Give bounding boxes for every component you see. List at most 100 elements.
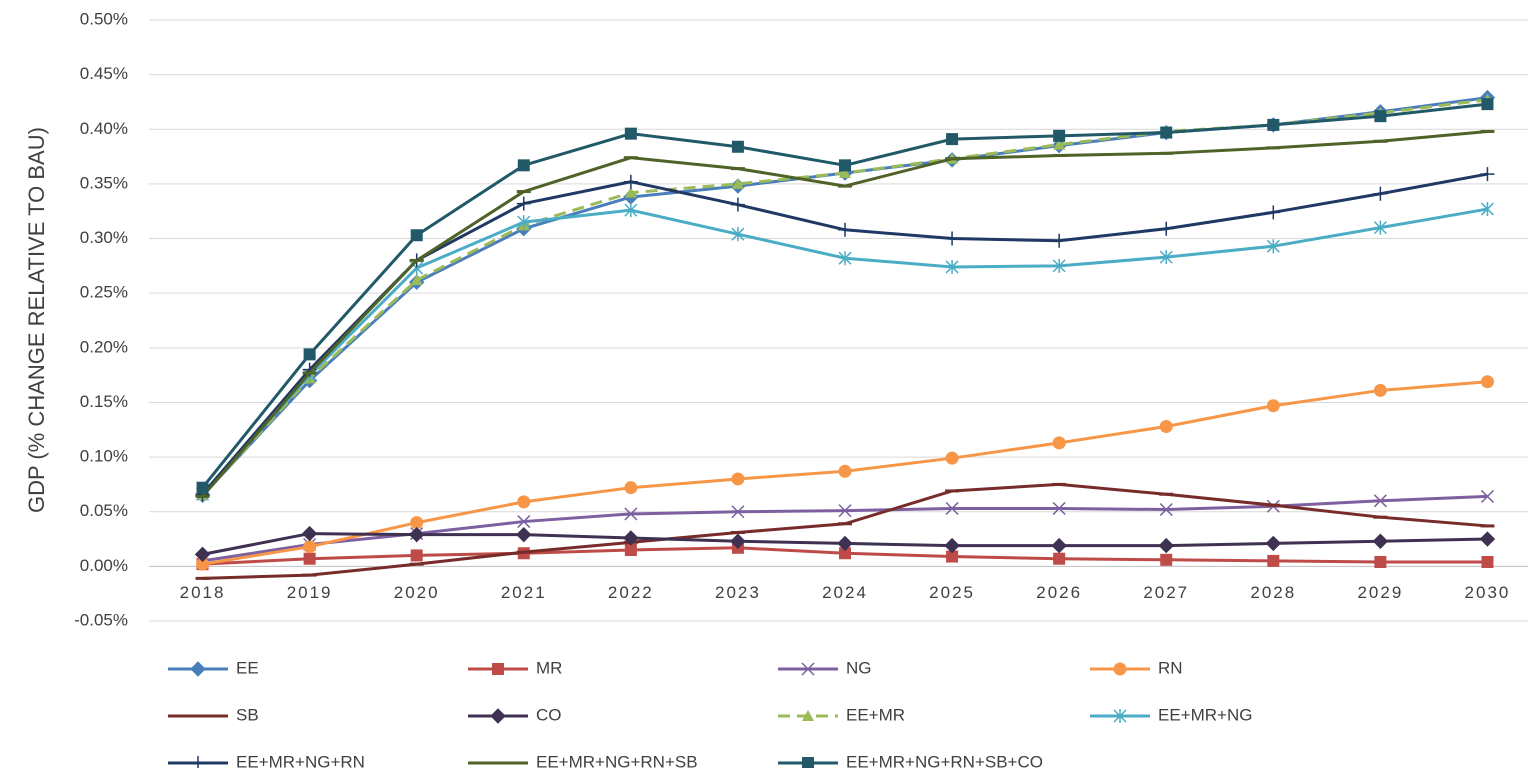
x-tick-label: 2026 xyxy=(1036,583,1082,602)
marker xyxy=(1372,533,1389,549)
marker xyxy=(730,530,745,534)
marker xyxy=(409,258,424,262)
x-tick-label: 2024 xyxy=(822,583,868,602)
legend-marker xyxy=(190,661,206,677)
marker xyxy=(517,159,530,172)
marker xyxy=(1159,503,1173,517)
marker xyxy=(839,159,851,172)
marker xyxy=(624,481,638,495)
series-line xyxy=(202,482,1488,580)
marker xyxy=(1159,419,1173,433)
marker xyxy=(1051,537,1067,554)
marker xyxy=(1159,221,1174,236)
x-tick-label: 2021 xyxy=(501,583,547,602)
marker xyxy=(839,166,851,178)
series-line xyxy=(201,98,1488,497)
marker xyxy=(517,495,531,509)
marker xyxy=(623,174,638,189)
legend-item: NG xyxy=(778,658,872,677)
marker xyxy=(1160,126,1173,139)
marker xyxy=(1374,555,1387,568)
marker xyxy=(1053,138,1066,150)
y-tick-label: 0.10% xyxy=(80,447,128,466)
legend-item: CO xyxy=(468,705,562,724)
marker xyxy=(196,557,210,571)
marker xyxy=(1480,489,1494,503)
marker xyxy=(303,540,317,554)
legend-marker xyxy=(1113,709,1127,723)
y-tick-label: 0.35% xyxy=(80,173,128,192)
series-line xyxy=(201,172,1488,496)
marker xyxy=(1373,186,1388,201)
series xyxy=(195,167,1495,502)
legend-label: CO xyxy=(536,705,562,724)
marker xyxy=(1373,220,1387,235)
x-tick-label: 2025 xyxy=(929,583,975,602)
marker xyxy=(516,526,532,543)
marker xyxy=(1373,515,1388,519)
legend-item: MR xyxy=(468,658,562,677)
marker xyxy=(1480,129,1495,133)
marker xyxy=(624,507,638,521)
marker xyxy=(623,156,638,160)
marker xyxy=(1052,436,1066,450)
series-line xyxy=(201,96,1488,497)
marker xyxy=(1266,146,1281,150)
x-tick-label: 2027 xyxy=(1143,583,1189,602)
marker xyxy=(408,526,425,543)
marker xyxy=(1481,555,1494,568)
marker xyxy=(731,472,745,486)
marker xyxy=(945,501,959,515)
marker xyxy=(731,177,744,189)
y-tick-label: 0.15% xyxy=(80,392,128,411)
legend-label: EE+MR+NG xyxy=(1158,705,1252,724)
y-tick-label: 0.00% xyxy=(80,556,128,575)
marker xyxy=(945,231,960,246)
marker xyxy=(410,229,423,242)
series xyxy=(195,482,1495,580)
legend-label: RN xyxy=(1158,658,1183,677)
legend-marker xyxy=(1113,662,1127,676)
marker xyxy=(1052,258,1066,273)
legend-item: EE+MR xyxy=(778,705,905,724)
marker xyxy=(1266,205,1281,220)
marker xyxy=(1052,233,1067,248)
marker xyxy=(517,215,531,230)
marker xyxy=(195,494,210,498)
y-tick-label: 0.40% xyxy=(80,119,128,138)
marker xyxy=(1267,118,1280,131)
marker xyxy=(837,535,853,552)
marker xyxy=(1266,239,1280,254)
legend-label: EE xyxy=(236,658,259,677)
legend-marker xyxy=(801,662,815,676)
y-tick-label: 0.05% xyxy=(80,501,128,520)
marker xyxy=(410,516,424,530)
marker xyxy=(838,522,852,526)
x-tick-label: 2028 xyxy=(1250,583,1296,602)
marker xyxy=(838,222,852,237)
legend-item: EE xyxy=(168,658,259,677)
marker xyxy=(410,274,423,286)
marker xyxy=(1159,151,1174,155)
marker xyxy=(1373,383,1387,397)
marker xyxy=(623,530,639,546)
marker xyxy=(624,186,637,198)
marker xyxy=(1265,535,1282,552)
marker xyxy=(1160,553,1173,566)
y-tick-label: 0.30% xyxy=(80,228,128,247)
y-axis-label: GDP (% CHANGE RELATIVE TO BAU) xyxy=(24,127,49,513)
legend-marker xyxy=(191,714,205,718)
legend-item: RN xyxy=(1090,658,1183,677)
legend-marker xyxy=(802,757,814,768)
y-tick-label: 0.25% xyxy=(80,283,128,302)
legend-label: EE+MR+NG+RN+SB+CO xyxy=(846,752,1043,768)
marker xyxy=(1480,167,1495,182)
marker xyxy=(1480,202,1494,217)
marker xyxy=(196,481,209,494)
legend-item: EE+MR+NG xyxy=(1090,705,1252,724)
marker xyxy=(1374,110,1387,123)
series xyxy=(196,98,1494,494)
marker xyxy=(624,127,637,140)
marker xyxy=(624,203,638,218)
